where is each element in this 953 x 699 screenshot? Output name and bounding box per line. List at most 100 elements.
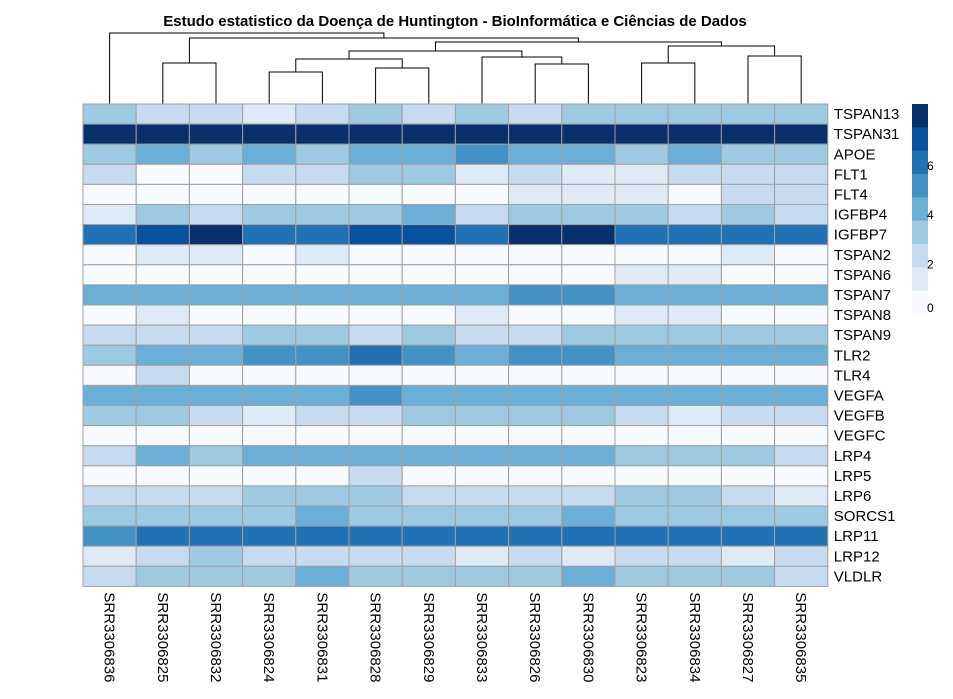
heatmap-cell bbox=[774, 224, 829, 246]
heatmap-cell bbox=[774, 123, 829, 145]
heatmap-cell bbox=[348, 384, 403, 406]
heatmap-cell bbox=[188, 344, 244, 366]
heatmap-cell bbox=[295, 545, 350, 567]
heatmap-cell bbox=[508, 163, 563, 185]
heatmap-cell bbox=[667, 204, 722, 226]
heatmap-cell bbox=[242, 204, 297, 226]
heatmap-cell bbox=[508, 405, 563, 427]
heatmap-cell bbox=[561, 485, 616, 507]
heatmap-cell bbox=[401, 244, 456, 266]
heatmap-cell bbox=[295, 264, 350, 286]
heatmap-cell bbox=[614, 425, 669, 447]
heatmap-cell bbox=[720, 244, 776, 266]
heatmap-cell bbox=[614, 545, 669, 567]
heatmap-cell bbox=[135, 143, 190, 165]
column-label: SRR3306836 bbox=[101, 592, 118, 682]
heatmap-cell bbox=[82, 183, 137, 205]
heatmap-cell bbox=[295, 384, 350, 406]
heatmap-cell bbox=[720, 405, 776, 427]
heatmap-cell bbox=[561, 224, 616, 246]
heatmap-cell bbox=[774, 344, 829, 366]
heatmap-cell bbox=[454, 405, 510, 427]
row-label: IGFBP4 bbox=[834, 207, 887, 224]
heatmap-cell bbox=[401, 445, 456, 467]
heatmap-cell bbox=[667, 143, 722, 165]
heatmap-cell bbox=[401, 565, 456, 587]
legend-tick-label: 6 bbox=[927, 159, 934, 173]
dendrogram-link bbox=[109, 32, 385, 104]
column-label: SRR3306823 bbox=[633, 592, 650, 682]
heatmap-cell bbox=[401, 364, 456, 386]
heatmap-cell bbox=[614, 324, 669, 346]
heatmap-cell bbox=[401, 204, 456, 226]
heatmap-cell bbox=[242, 405, 297, 427]
heatmap-cell bbox=[135, 344, 190, 366]
heatmap-cell bbox=[401, 344, 456, 366]
heatmap-cell bbox=[295, 143, 350, 165]
heatmap-cell bbox=[667, 465, 722, 487]
heatmap-cell bbox=[508, 123, 563, 145]
heatmap-cell bbox=[135, 324, 190, 346]
heatmap-cell bbox=[774, 364, 829, 386]
heatmap-cell bbox=[188, 284, 244, 306]
heatmap-cell bbox=[348, 565, 403, 587]
heatmap-cell bbox=[454, 324, 510, 346]
heatmap-cell bbox=[135, 224, 190, 246]
heatmap-cell bbox=[614, 224, 669, 246]
heatmap-cell bbox=[188, 143, 244, 165]
heatmap-cell bbox=[667, 284, 722, 306]
heatmap-cell bbox=[667, 304, 722, 326]
heatmap-cell bbox=[720, 264, 776, 286]
heatmap-cell bbox=[614, 445, 669, 467]
heatmap-cell bbox=[188, 505, 244, 527]
heatmap-cell bbox=[614, 264, 669, 286]
row-label: VLDLR bbox=[834, 568, 883, 585]
heatmap-cell bbox=[454, 224, 510, 246]
heatmap-cell bbox=[667, 525, 722, 547]
heatmap-cell bbox=[454, 204, 510, 226]
heatmap-cell bbox=[188, 244, 244, 266]
heatmap-cell bbox=[774, 324, 829, 346]
heatmap-cell bbox=[295, 465, 350, 487]
heatmap-cell bbox=[188, 103, 244, 125]
heatmap-cell bbox=[667, 545, 722, 567]
heatmap-cell bbox=[188, 304, 244, 326]
heatmap-cell bbox=[135, 304, 190, 326]
heatmap-cell bbox=[348, 545, 403, 567]
heatmap-cell bbox=[295, 183, 350, 205]
heatmap-cell bbox=[135, 565, 190, 587]
column-label: SRR3306828 bbox=[367, 592, 384, 682]
legend-swatch bbox=[912, 197, 928, 222]
column-label: SRR3306827 bbox=[739, 592, 756, 682]
heatmap-cell bbox=[454, 525, 510, 547]
legend-swatch bbox=[912, 290, 928, 315]
heatmap-cell bbox=[561, 505, 616, 527]
heatmap-cell bbox=[508, 143, 563, 165]
heatmap-cell bbox=[454, 445, 510, 467]
chart-title: Estudo estatistico da Doença de Huntingt… bbox=[163, 13, 746, 30]
heatmap-cell bbox=[614, 123, 669, 145]
heatmap-cell bbox=[348, 204, 403, 226]
heatmap-cell bbox=[667, 405, 722, 427]
heatmap-cell bbox=[401, 163, 456, 185]
column-label: SRR3306835 bbox=[792, 592, 809, 682]
column-label: SRR3306824 bbox=[260, 592, 277, 682]
heatmap-cell bbox=[667, 264, 722, 286]
heatmap-cell bbox=[561, 445, 616, 467]
heatmap-cell bbox=[188, 405, 244, 427]
heatmap-cell bbox=[401, 465, 456, 487]
heatmap-cell bbox=[82, 224, 137, 246]
heatmap-cell bbox=[348, 465, 403, 487]
heatmap-cell bbox=[242, 425, 297, 447]
heatmap-cell bbox=[720, 224, 776, 246]
heatmap-cell bbox=[401, 224, 456, 246]
heatmap-cell bbox=[135, 485, 190, 507]
heatmap-cell bbox=[508, 304, 563, 326]
heatmap-cell bbox=[82, 304, 137, 326]
heatmap-cell bbox=[348, 143, 403, 165]
heatmap-cell bbox=[454, 364, 510, 386]
row-label: TSPAN31 bbox=[834, 126, 900, 143]
row-label: TSPAN2 bbox=[834, 247, 891, 264]
heatmap-cell bbox=[561, 344, 616, 366]
